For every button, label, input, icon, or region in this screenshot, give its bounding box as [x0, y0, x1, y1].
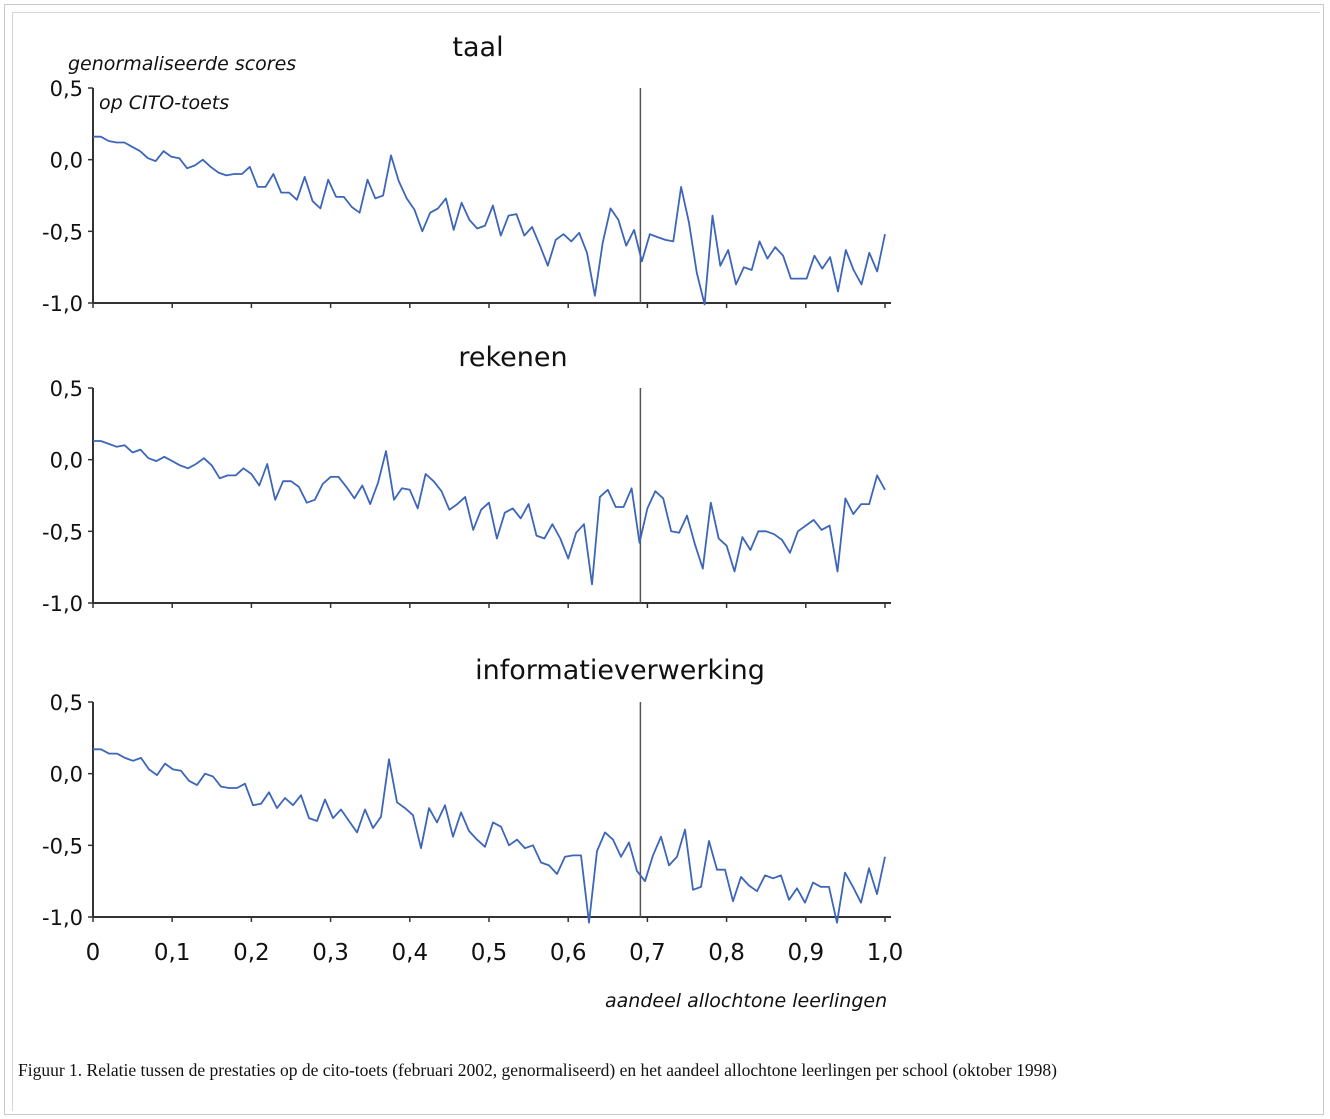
chart-panel-3: informatieverwerking 0,5 0,0 -0,5 -1,0	[42, 655, 891, 930]
chart-panel-1: taal 0,5 0,0 -0,5 -1,0	[42, 32, 891, 316]
x-tick-label: 0,5	[471, 940, 508, 966]
panel-title: rekenen	[458, 342, 567, 373]
x-tick-label: 0,3	[312, 940, 349, 966]
panel-title: taal	[452, 32, 503, 63]
panel-title: informatieverwerking	[475, 655, 765, 686]
figure-inner-border	[12, 12, 1320, 1111]
y-tick-label: -1,0	[42, 906, 83, 930]
y-tick-label: 0,5	[50, 691, 83, 715]
figure-caption: Figuur 1. Relatie tussen de prestaties o…	[18, 1060, 1057, 1080]
y-tick-label: 0,0	[50, 449, 83, 473]
y-tick-label: 0,5	[50, 377, 83, 401]
x-tick-label: 0,8	[708, 940, 745, 966]
y-axis-note-line-2: op CITO-toets	[99, 92, 229, 114]
x-tick-label: 0,1	[154, 940, 191, 966]
chart-panel-2: rekenen 0,5 0,0 -0,5 -1,0	[42, 342, 891, 616]
x-tick-label: 0,2	[233, 940, 270, 966]
x-tick-label: 0	[86, 940, 101, 966]
y-tick-label: 0,0	[50, 763, 83, 787]
x-tick-label: 0,7	[629, 940, 666, 966]
y-tick-label: -0,5	[42, 520, 83, 544]
figure-frame	[4, 4, 1324, 1115]
y-tick-label: 0,0	[50, 149, 83, 173]
y-axis-note-line-1: genormaliseerde scores	[68, 53, 296, 75]
y-tick-label: -1,0	[42, 592, 83, 616]
series-line	[93, 440, 886, 586]
x-tick-label: 0,6	[550, 940, 587, 966]
y-tick-label: -0,5	[42, 220, 83, 244]
chart-svg: taal0,50,0-0,5-1,0rekenen0,50,0-0,5-1,0i…	[42, 32, 904, 1012]
x-tick-label: 1,0	[867, 940, 904, 966]
y-tick-label: -1,0	[42, 292, 83, 316]
x-axis-label: aandeel allochtone leerlingen	[605, 990, 887, 1012]
series-line	[93, 748, 886, 924]
x-tick-label: 0,9	[788, 940, 825, 966]
y-tick-label: 0,5	[50, 77, 83, 101]
x-tick-label: 0,4	[392, 940, 429, 966]
y-tick-label: -0,5	[42, 834, 83, 858]
series-line	[93, 135, 886, 306]
